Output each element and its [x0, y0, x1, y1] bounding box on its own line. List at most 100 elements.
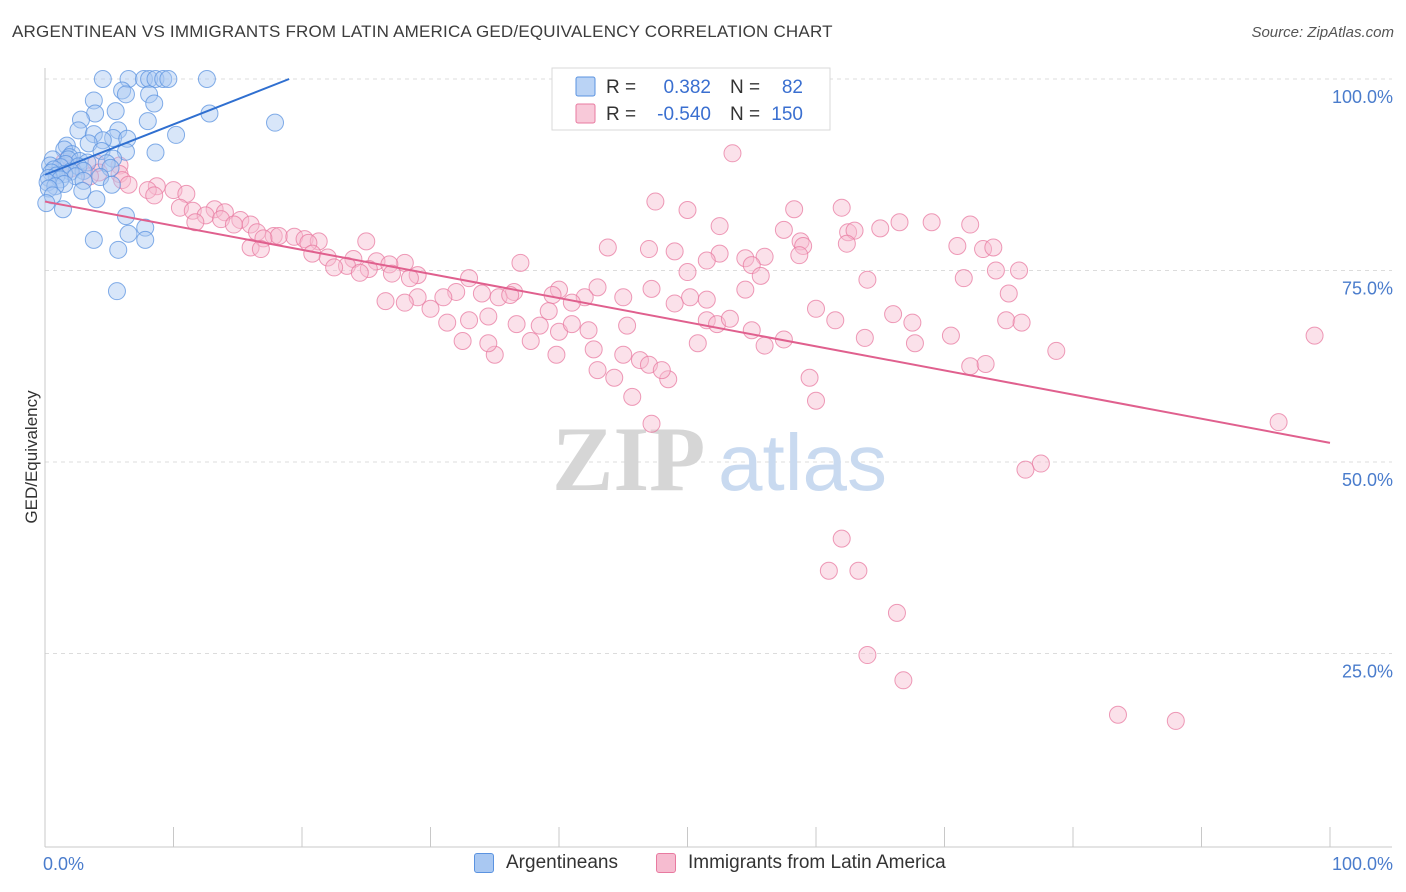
legend-bottom: Argentineans Immigrants from Latin Ameri…	[0, 850, 1406, 880]
immigrants-point	[530, 316, 549, 335]
argentineans-point	[69, 121, 88, 140]
immigrants-point	[382, 264, 401, 283]
argentineans-point	[73, 181, 92, 200]
argentineans-point	[119, 70, 138, 88]
immigrants-point	[807, 391, 825, 410]
immigrants-point	[997, 311, 1016, 330]
argentineans-point	[167, 125, 186, 144]
watermark-atlas: atlas	[718, 418, 887, 507]
immigrants-point	[434, 288, 453, 307]
immigrants-point	[205, 200, 224, 219]
immigrants-point	[119, 175, 138, 194]
immigrants-point	[489, 288, 508, 307]
argentineans-point	[140, 70, 159, 88]
immigrants-point	[961, 215, 980, 234]
argentineans-point	[136, 230, 155, 249]
immigrants-point	[1016, 460, 1035, 479]
immigrants-point	[501, 286, 520, 305]
immigrants-point	[376, 292, 395, 311]
immigrants-point	[832, 198, 851, 217]
argentineans-point	[93, 70, 112, 88]
legend-top-r-label: R =	[606, 104, 636, 125]
immigrants-point	[395, 293, 414, 312]
y-tick-label: 75.0%	[1342, 279, 1393, 299]
immigrants-point	[941, 326, 960, 345]
immigrants-point	[642, 279, 661, 298]
immigrants-point	[839, 223, 858, 242]
immigrants-point	[357, 232, 376, 251]
immigrants-point	[665, 242, 684, 261]
immigrants-point	[922, 213, 941, 232]
immigrants-point	[890, 213, 909, 232]
immigrants-point	[145, 186, 164, 205]
immigrants-point	[976, 354, 995, 373]
chart-title: ARGENTINEAN VS IMMIGRANTS FROM LATIN AME…	[12, 22, 833, 41]
immigrants-point	[858, 270, 877, 289]
argentineans-point	[146, 143, 165, 162]
immigrants-point	[269, 227, 288, 246]
immigrants-point	[485, 345, 504, 364]
argentineans-point	[140, 85, 159, 104]
immigrants-point	[819, 561, 838, 580]
legend-top-n-value: 150	[771, 104, 803, 125]
immigrants-point	[736, 249, 755, 268]
immigrants-point	[832, 529, 851, 548]
immigrants-point	[986, 261, 1005, 280]
immigrants-point	[961, 357, 980, 376]
immigrants-point	[887, 603, 906, 622]
legend-top-r-value: -0.540	[657, 104, 711, 125]
immigrants-point	[479, 334, 498, 353]
argentineans-point	[119, 224, 138, 243]
immigrants-point	[1269, 413, 1288, 432]
legend-top-n-label: N =	[730, 77, 760, 98]
immigrants-point	[562, 293, 581, 312]
argentineans-point	[159, 70, 178, 88]
immigrants-point	[1305, 326, 1324, 345]
legend-top-box	[551, 67, 831, 131]
legend-swatch-pink	[656, 853, 676, 873]
immigrants-point	[231, 210, 250, 229]
y-tick-label: 25.0%	[1342, 662, 1393, 682]
immigrants-point	[755, 336, 774, 355]
axes	[44, 68, 1392, 848]
immigrants-point	[1166, 711, 1185, 730]
immigrants-point	[837, 234, 856, 253]
immigrants-point	[224, 215, 243, 234]
immigrants-point	[723, 144, 742, 163]
legend-top-r-label: R =	[606, 77, 636, 98]
argentineans-point	[136, 218, 155, 237]
legend-item-argentineans: Argentineans	[474, 852, 618, 874]
immigrants-point	[794, 236, 813, 255]
immigrants-point	[113, 171, 132, 190]
immigrants-point	[710, 217, 729, 236]
argentineans-point	[102, 175, 121, 194]
argentineans-point	[84, 125, 103, 144]
immigrants-point	[472, 284, 491, 303]
argentineans-trend-line	[44, 78, 290, 176]
legend-top-swatch-pink	[575, 103, 596, 124]
immigrants-point	[984, 238, 1003, 257]
immigrants-point	[350, 263, 369, 282]
argentineans-point	[74, 171, 93, 190]
argentineans-point	[197, 70, 216, 88]
argentineans-point	[138, 112, 157, 131]
immigrants-point	[736, 280, 755, 299]
immigrants-point	[623, 387, 642, 406]
immigrants-trend-line	[44, 200, 1331, 444]
immigrants-point	[948, 236, 967, 255]
argentineans-point	[116, 85, 135, 104]
immigrants-point	[697, 251, 716, 270]
y-tick-label: 100.0%	[1332, 87, 1393, 107]
immigrants-point	[678, 200, 697, 219]
immigrants-point	[688, 334, 707, 353]
immigrants-point	[642, 414, 661, 433]
immigrants-point	[251, 240, 270, 259]
immigrants-point	[751, 266, 770, 285]
immigrants-point	[855, 328, 874, 347]
watermark: ZIP atlas	[552, 408, 887, 510]
immigrants-point	[1108, 705, 1127, 724]
immigrants-point	[791, 232, 810, 251]
immigrants-point	[511, 253, 530, 272]
immigrants-point	[584, 340, 603, 359]
legend-top-swatch-blue	[575, 76, 596, 97]
